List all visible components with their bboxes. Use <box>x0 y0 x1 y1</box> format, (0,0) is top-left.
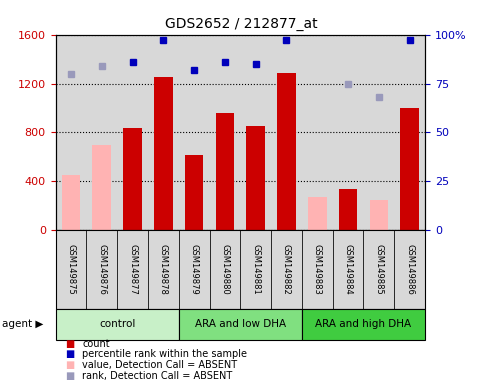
Text: agent ▶: agent ▶ <box>2 319 44 329</box>
Text: GSM149883: GSM149883 <box>313 244 322 295</box>
Text: ARA and high DHA: ARA and high DHA <box>315 319 412 329</box>
Bar <box>56 230 86 309</box>
Bar <box>86 230 117 309</box>
Text: ■: ■ <box>65 339 74 349</box>
Bar <box>302 230 333 309</box>
Bar <box>117 230 148 309</box>
Text: count: count <box>82 339 110 349</box>
Bar <box>277 73 296 230</box>
Text: ■: ■ <box>65 349 74 359</box>
Bar <box>56 309 179 340</box>
Text: GSM149886: GSM149886 <box>405 244 414 295</box>
Text: ■: ■ <box>65 371 74 381</box>
Bar <box>369 200 388 230</box>
Bar <box>246 126 265 230</box>
Text: GSM149879: GSM149879 <box>190 244 199 295</box>
Bar <box>215 113 234 230</box>
Text: GSM149884: GSM149884 <box>343 244 353 295</box>
Text: control: control <box>99 319 135 329</box>
Bar <box>92 145 111 230</box>
Text: GSM149882: GSM149882 <box>282 244 291 295</box>
Bar <box>394 230 425 309</box>
Text: GDS2652 / 212877_at: GDS2652 / 212877_at <box>165 17 318 31</box>
Bar <box>210 230 240 309</box>
Bar <box>123 127 142 230</box>
Bar <box>154 78 172 230</box>
Text: ARA and low DHA: ARA and low DHA <box>195 319 286 329</box>
Text: GSM149878: GSM149878 <box>159 244 168 295</box>
Bar <box>271 230 302 309</box>
Bar <box>185 154 203 230</box>
Text: rank, Detection Call = ABSENT: rank, Detection Call = ABSENT <box>82 371 232 381</box>
Text: GSM149877: GSM149877 <box>128 244 137 295</box>
Bar <box>400 108 419 230</box>
Text: value, Detection Call = ABSENT: value, Detection Call = ABSENT <box>82 360 237 370</box>
Bar <box>308 197 327 230</box>
Text: GSM149881: GSM149881 <box>251 244 260 295</box>
Bar <box>240 230 271 309</box>
Bar <box>364 230 394 309</box>
Text: GSM149880: GSM149880 <box>220 244 229 295</box>
Bar <box>148 230 179 309</box>
Text: ■: ■ <box>65 360 74 370</box>
Text: percentile rank within the sample: percentile rank within the sample <box>82 349 247 359</box>
Bar <box>339 189 357 230</box>
Text: GSM149875: GSM149875 <box>67 244 75 295</box>
Bar <box>179 230 210 309</box>
Text: GSM149876: GSM149876 <box>97 244 106 295</box>
Bar <box>62 175 80 230</box>
Bar <box>179 309 302 340</box>
Bar <box>333 230 364 309</box>
Bar <box>302 309 425 340</box>
Text: GSM149885: GSM149885 <box>374 244 384 295</box>
